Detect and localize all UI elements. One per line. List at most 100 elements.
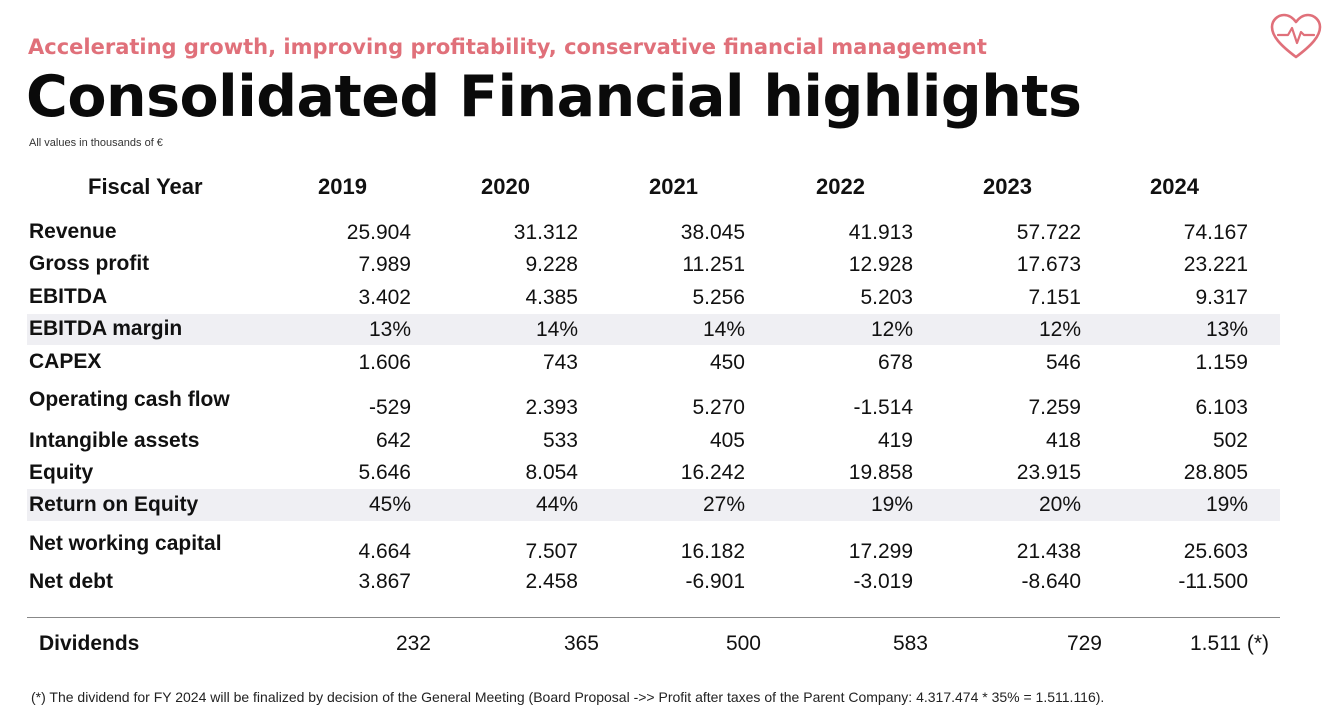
header-year-2023: 2023 bbox=[983, 174, 1032, 199]
table-row: Operating cash flow -529 2.393 5.270 -1.514 7… bbox=[0, 386, 1323, 426]
cell-2024: -11.500 bbox=[1178, 570, 1248, 593]
heart-pulse-icon bbox=[1270, 13, 1322, 59]
cell-2024: 13% bbox=[1205, 318, 1248, 341]
row-label: Intangible assets bbox=[29, 429, 200, 452]
page-title: Consolidated Financial highlights bbox=[26, 64, 1082, 130]
footnote: (*) The dividend for FY 2024 will be fin… bbox=[31, 689, 1105, 705]
dividends-label: Dividends bbox=[39, 632, 140, 655]
row-label: Gross profit bbox=[29, 252, 150, 275]
cell-2021: 16.182 bbox=[680, 540, 745, 563]
row-label: CAPEX bbox=[29, 350, 102, 373]
row-label: Return on Equity bbox=[29, 493, 199, 516]
table-row: Net working capital 4.664 7.507 16.182 17.29… bbox=[0, 530, 1323, 568]
cell-2020: 14% bbox=[535, 318, 578, 341]
cell-2020: 7.507 bbox=[525, 540, 578, 563]
header-fiscal-year: Fiscal Year bbox=[88, 174, 203, 199]
cell-2019: 25.904 bbox=[346, 221, 411, 244]
row-label: Net debt bbox=[29, 570, 113, 593]
cell-2019: -529 bbox=[368, 396, 411, 419]
cell-2020: 2.393 bbox=[525, 396, 578, 419]
row-label: Net working capital bbox=[29, 532, 222, 555]
cell-2022: 19% bbox=[870, 493, 913, 516]
cell-2023: 17.673 bbox=[1016, 253, 1081, 276]
cell-2022: 678 bbox=[877, 351, 913, 374]
cell-2021: 450 bbox=[709, 351, 745, 374]
cell-2019: 1.606 bbox=[358, 351, 411, 374]
row-label: Operating cash flow bbox=[29, 388, 230, 411]
page-subtitle: Accelerating growth, improving profitabi… bbox=[28, 35, 987, 59]
cell-2019: 5.646 bbox=[358, 461, 411, 484]
header-year-2020: 2020 bbox=[481, 174, 530, 199]
dividend-2023: 729 bbox=[1066, 632, 1102, 655]
table-row: Return on Equity 45% 44% 27% 19% 20% 19% bbox=[0, 489, 1323, 521]
cell-2024: 19% bbox=[1205, 493, 1248, 516]
cell-2022: 41.913 bbox=[848, 221, 913, 244]
header-year-2019: 2019 bbox=[318, 174, 367, 199]
cell-2024: 6.103 bbox=[1195, 396, 1248, 419]
table-row: Net debt 3.867 2.458 -6.901 -3.019 -8.640 -11.… bbox=[0, 568, 1323, 600]
cell-2019: 3.867 bbox=[358, 570, 411, 593]
cell-2020: 743 bbox=[542, 351, 578, 374]
cell-2021: 27% bbox=[702, 493, 745, 516]
cell-2021: 16.242 bbox=[680, 461, 745, 484]
cell-2022: 12.928 bbox=[848, 253, 913, 276]
cell-2023: -8.640 bbox=[1021, 570, 1081, 593]
cell-2023: 7.259 bbox=[1028, 396, 1081, 419]
dividend-2024: 1.511 (*) bbox=[1190, 632, 1269, 655]
cell-2022: -1.514 bbox=[853, 396, 913, 419]
cell-2024: 9.317 bbox=[1195, 286, 1248, 309]
dividend-2019: 232 bbox=[395, 632, 431, 655]
cell-2024: 502 bbox=[1212, 429, 1248, 452]
dividend-2022: 583 bbox=[892, 632, 928, 655]
cell-2019: 45% bbox=[368, 493, 411, 516]
table-row: CAPEX 1.606 743 450 678 546 1.159 bbox=[0, 347, 1323, 377]
cell-2019: 13% bbox=[368, 318, 411, 341]
table-row: Gross profit 7.989 9.228 11.251 12.928 17.673… bbox=[0, 249, 1323, 279]
cell-2024: 23.221 bbox=[1183, 253, 1248, 276]
table-row: EBITDA margin 13% 14% 14% 12% 12% 13% bbox=[0, 314, 1323, 345]
cell-2024: 1.159 bbox=[1195, 351, 1248, 374]
cell-2023: 20% bbox=[1038, 493, 1081, 516]
cell-2024: 74.167 bbox=[1183, 221, 1248, 244]
header-year-2021: 2021 bbox=[649, 174, 698, 199]
units-note: All values in thousands of € bbox=[29, 137, 163, 149]
table-header-row: Fiscal Year 2019 2020 2021 2022 2023 202… bbox=[0, 170, 1323, 206]
cell-2022: -3.019 bbox=[853, 570, 913, 593]
row-label: EBITDA margin bbox=[29, 317, 183, 340]
cell-2021: 405 bbox=[709, 429, 745, 452]
cell-2023: 418 bbox=[1045, 429, 1081, 452]
dividend-2021: 500 bbox=[725, 632, 761, 655]
cell-2020: 533 bbox=[542, 429, 578, 452]
cell-2019: 7.989 bbox=[358, 253, 411, 276]
cell-2019: 4.664 bbox=[358, 540, 411, 563]
cell-2023: 546 bbox=[1045, 351, 1081, 374]
cell-2021: 14% bbox=[702, 318, 745, 341]
cell-2020: 8.054 bbox=[525, 461, 578, 484]
cell-2021: 38.045 bbox=[680, 221, 745, 244]
cell-2020: 4.385 bbox=[525, 286, 578, 309]
row-label: EBITDA bbox=[29, 285, 108, 308]
row-label: Equity bbox=[29, 461, 94, 484]
cell-2022: 19.858 bbox=[848, 461, 913, 484]
header-year-2022: 2022 bbox=[816, 174, 865, 199]
header-year-2024: 2024 bbox=[1150, 174, 1199, 199]
row-highlight-band bbox=[27, 489, 1280, 521]
cell-2020: 2.458 bbox=[525, 570, 578, 593]
cell-2019: 642 bbox=[375, 429, 411, 452]
row-label: Revenue bbox=[29, 220, 117, 243]
cell-2022: 17.299 bbox=[848, 540, 913, 563]
cell-2024: 25.603 bbox=[1183, 540, 1248, 563]
cell-2020: 9.228 bbox=[525, 253, 578, 276]
cell-2023: 23.915 bbox=[1016, 461, 1081, 484]
cell-2021: -6.901 bbox=[685, 570, 745, 593]
cell-2023: 12% bbox=[1038, 318, 1081, 341]
cell-2023: 21.438 bbox=[1016, 540, 1081, 563]
cell-2020: 31.312 bbox=[513, 221, 578, 244]
cell-2020: 44% bbox=[535, 493, 578, 516]
cell-2021: 11.251 bbox=[682, 253, 745, 276]
cell-2022: 419 bbox=[877, 429, 913, 452]
cell-2024: 28.805 bbox=[1183, 461, 1248, 484]
cell-2022: 12% bbox=[870, 318, 913, 341]
table-row: Revenue 25.904 31.312 38.045 41.913 57.722 74.… bbox=[0, 217, 1323, 247]
row-highlight-band bbox=[27, 314, 1280, 345]
